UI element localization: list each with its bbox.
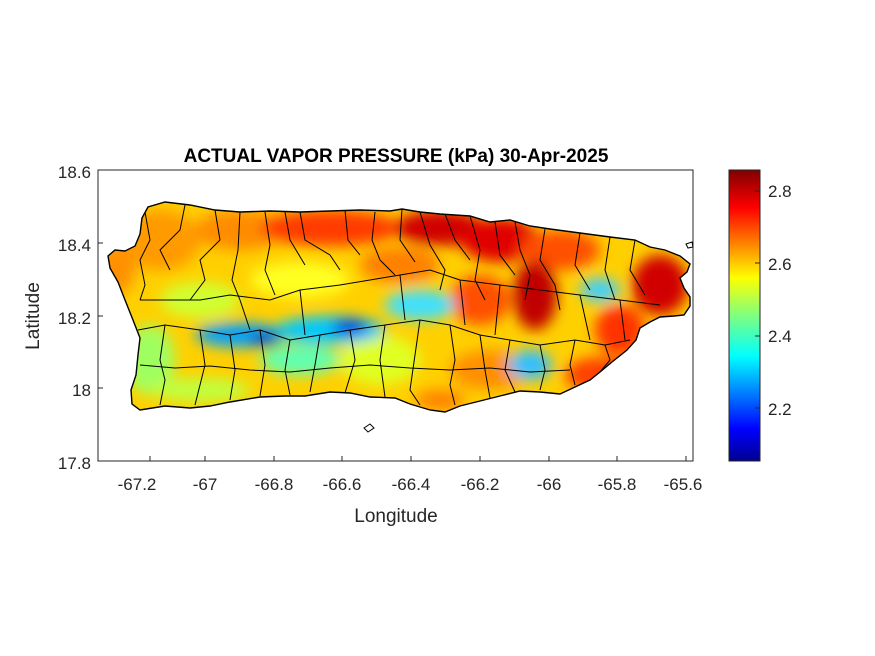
y-tick-label: 18 [72, 381, 91, 400]
y-axis [98, 169, 103, 462]
x-axis [149, 456, 687, 461]
x-tick-label: -66.8 [255, 475, 294, 494]
x-tick-label: -66 [537, 475, 562, 494]
municipality-borders [137, 204, 661, 406]
y-tick-label: 18.6 [58, 163, 91, 182]
colorbar [728, 169, 761, 462]
x-tick-label: -65.8 [598, 475, 637, 494]
y-axis-label: Latitude [23, 282, 44, 350]
y-tick-label: 17.8 [58, 454, 91, 473]
x-tick-label: -67.2 [118, 475, 157, 494]
map-title: ACTUAL VAPOR PRESSURE (kPa) 30-Apr-2025 [184, 146, 609, 167]
small-island-caja-de-muertos [363, 423, 375, 433]
x-tick-label: -66.6 [323, 475, 362, 494]
vapor-pressure-field [108, 202, 690, 412]
colorbar-tick-label: 2.4 [768, 327, 792, 346]
x-tick-label: -66.2 [461, 475, 500, 494]
x-tick-label: -67 [193, 475, 218, 494]
colorbar-tick-label: 2.2 [768, 400, 792, 419]
x-axis-label: Longitude [354, 506, 437, 527]
colorbar-ticks [755, 190, 760, 409]
x-tick-label: -65.6 [664, 475, 703, 494]
y-tick-label: 18.2 [58, 309, 91, 328]
x-tick-label: -66.4 [392, 475, 431, 494]
y-tick-label: 18.4 [58, 236, 91, 255]
small-island-east [685, 241, 694, 249]
colorbar-tick-label: 2.8 [768, 182, 792, 201]
colorbar-tick-label: 2.6 [768, 255, 792, 274]
